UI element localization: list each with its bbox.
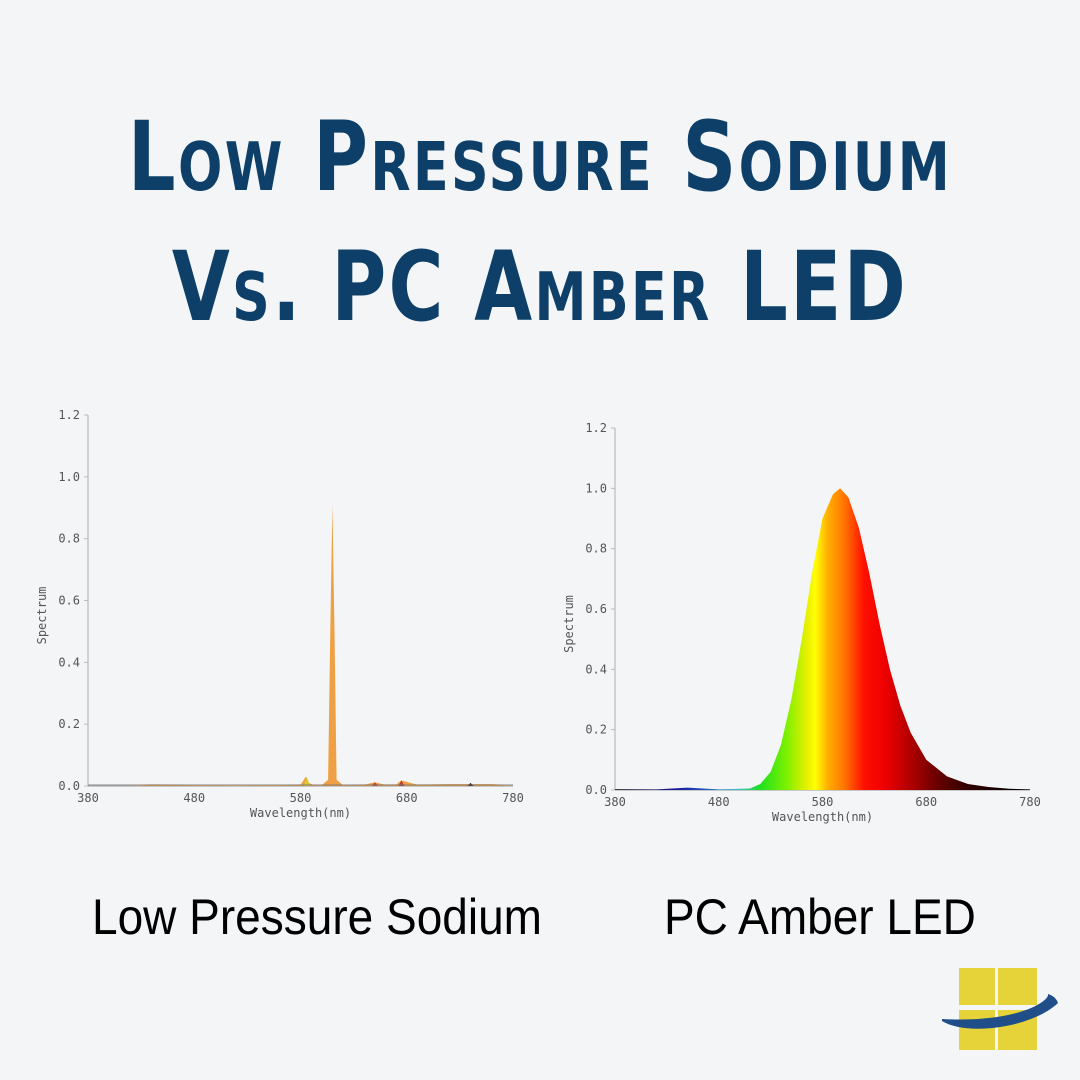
sodium-chart-x-tick-label: 380: [77, 791, 99, 805]
amber-chart-y-tick-label: 0.0: [585, 783, 607, 797]
sodium-chart-x-axis-label: Wavelength(nm): [250, 806, 351, 820]
sodium-chart-x-tick-label: 580: [290, 791, 312, 805]
company-logo-icon: [938, 965, 1063, 1055]
amber-chart-x-tick-label: 780: [1019, 795, 1041, 809]
amber-chart-y-tick-label: 1.2: [585, 421, 607, 435]
amber-chart-y-tick-label: 0.6: [585, 602, 607, 616]
sodium-chart-y-tick-label: 1.2: [58, 408, 80, 422]
amber-chart-y-tick-label: 0.4: [585, 662, 607, 676]
sodium-chart-x-tick-label: 680: [396, 791, 418, 805]
sodium-spectrum-chart: 0.0 0.2 0.4 0.6 0.8 1.0 1.2 380 480 580 680 780 Wave…: [30, 400, 530, 840]
amber-chart-y-tick-label: 0.8: [585, 542, 607, 556]
page-title-line-2: Vs. PC Amber LED: [171, 231, 909, 343]
sodium-chart-y-tick-label: 1.0: [58, 470, 80, 484]
caption-low-pressure-sodium: Low Pressure Sodium: [92, 889, 542, 945]
amber-chart-x-tick-label: 380: [604, 795, 626, 809]
amber-chart-x-axis-label: Wavelength(nm): [772, 810, 873, 824]
amber-chart-spectrum-area: [615, 488, 1030, 790]
amber-led-spectrum-chart: 0.0 0.2 0.4 0.6 0.8 1.0 1.2 380 480 580 680 780 Wave…: [550, 410, 1060, 840]
caption-pc-amber-led: PC Amber LED: [664, 889, 976, 945]
sodium-chart-y-tick-label: 0.4: [58, 655, 80, 669]
sodium-chart-spectrum-area: [88, 504, 513, 786]
amber-chart-y-tick-label: 1.0: [585, 481, 607, 495]
page-title-line-1: Low Pressure Sodium: [127, 101, 953, 213]
amber-chart-y-tick-label: 0.2: [585, 723, 607, 737]
sodium-chart-y-tick-label: 0.0: [58, 779, 80, 793]
sodium-chart-x-tick-label: 480: [183, 791, 205, 805]
amber-chart-x-tick-label: 480: [708, 795, 730, 809]
amber-chart-x-tick-label: 580: [812, 795, 834, 809]
sodium-chart-y-tick-label: 0.8: [58, 532, 80, 546]
sodium-chart-y-tick-label: 0.6: [58, 594, 80, 608]
sodium-chart-y-axis-label: Spectrum: [35, 587, 49, 645]
sodium-chart-y-tick-label: 0.2: [58, 717, 80, 731]
amber-chart-y-axis-label: Spectrum: [562, 595, 576, 653]
sodium-chart-x-tick-label: 780: [502, 791, 524, 805]
amber-chart-x-tick-label: 680: [915, 795, 937, 809]
